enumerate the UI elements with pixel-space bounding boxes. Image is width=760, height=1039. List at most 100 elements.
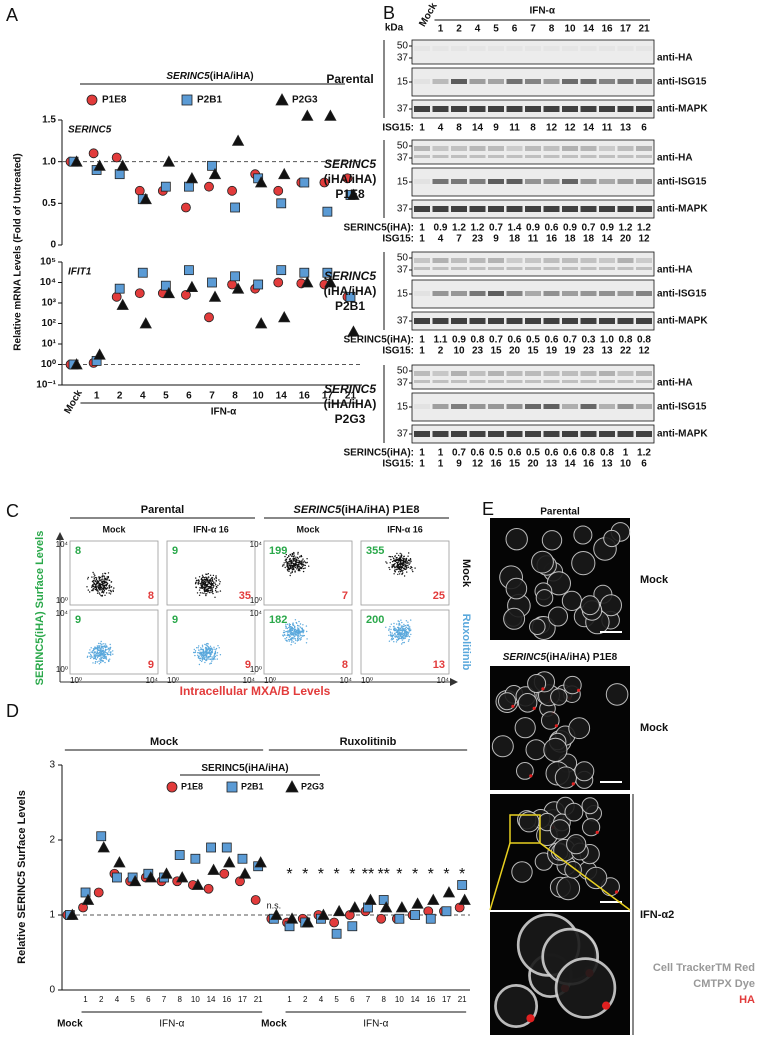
flow-event <box>401 631 404 633</box>
blot-band <box>414 267 430 270</box>
flow-event <box>398 621 400 623</box>
flow-event <box>102 654 104 657</box>
flow-event <box>103 645 106 647</box>
flow-event <box>217 645 219 647</box>
blot-band <box>414 431 430 437</box>
y-tick-label: 10⁴ <box>250 540 263 549</box>
quant-value: 1 <box>419 448 425 459</box>
image-label-part: (iHA/iHA) P1E8 <box>546 652 618 663</box>
flow-event <box>407 566 410 568</box>
flow-event <box>210 651 213 654</box>
quant-value: 23 <box>583 346 595 357</box>
legend-marker <box>181 94 193 106</box>
flow-event <box>102 647 105 649</box>
flow-event <box>291 562 293 565</box>
flow-event <box>103 578 105 580</box>
flow-event <box>301 630 304 632</box>
data-point <box>345 291 356 302</box>
flow-event <box>97 655 99 657</box>
flow-event <box>108 579 111 582</box>
blot-band <box>617 267 634 270</box>
flow-event <box>285 639 287 641</box>
quant-value: 15 <box>490 346 502 357</box>
flow-event <box>87 655 89 657</box>
y-tick-label: 10⁴ <box>40 277 56 288</box>
blot-band <box>599 106 615 112</box>
flow-event <box>109 584 111 586</box>
flow-event <box>398 623 400 625</box>
flow-event <box>397 566 399 568</box>
flow-event <box>410 619 412 621</box>
arrow-head <box>56 532 64 540</box>
flow-event <box>204 579 206 581</box>
flow-event <box>210 658 212 660</box>
kda-marker: 37 <box>397 204 409 215</box>
flow-event <box>393 573 395 575</box>
flow-event <box>292 568 294 571</box>
flow-event <box>295 560 297 562</box>
blot-band <box>488 371 504 376</box>
kda-marker: 15 <box>397 402 409 413</box>
flow-event <box>295 566 297 569</box>
flow-event <box>99 660 102 662</box>
blot-band <box>562 431 578 437</box>
flow-event <box>112 590 115 593</box>
flow-event <box>94 657 96 660</box>
blot-band <box>543 258 560 263</box>
quant-value: 6 <box>641 123 647 134</box>
flow-event <box>219 654 222 656</box>
flow-event <box>394 636 396 638</box>
flow-event <box>207 645 209 648</box>
blot-band <box>525 380 541 383</box>
flow-event <box>208 658 210 660</box>
flow-event <box>197 656 199 658</box>
flow-event <box>201 644 204 646</box>
flow-event <box>401 570 403 572</box>
flow-event <box>203 589 206 592</box>
flow-event <box>295 556 297 558</box>
flow-event <box>393 622 395 625</box>
data-point <box>254 856 267 868</box>
flow-event <box>215 587 217 590</box>
group-label-part: SERINC5 <box>294 504 343 516</box>
flow-event <box>219 590 222 592</box>
flow-event <box>391 632 393 634</box>
blot-band <box>469 318 486 324</box>
data-point <box>111 291 122 302</box>
quant-value: 1.0 <box>600 335 614 346</box>
blot-band <box>617 179 634 184</box>
flow-event <box>103 581 105 583</box>
flow-event <box>100 661 102 664</box>
blot-band <box>506 155 523 158</box>
flow-event <box>98 583 101 585</box>
flow-event <box>194 650 197 652</box>
flow-event <box>403 561 405 563</box>
y-axis-label: Relative SERINC5 Surface Levels <box>16 790 28 964</box>
data-point <box>230 271 240 282</box>
blot-band <box>617 318 634 324</box>
flow-event <box>95 658 98 660</box>
blot-band <box>525 79 541 84</box>
flow-event <box>407 640 410 642</box>
flow-event <box>403 555 405 558</box>
flow-event <box>295 634 297 636</box>
flow-event <box>401 643 403 645</box>
flow-event <box>399 557 402 559</box>
data-point <box>111 152 122 163</box>
significance: * <box>333 866 339 883</box>
data-point <box>223 856 236 868</box>
flow-event <box>206 586 208 588</box>
flow-event <box>408 552 410 554</box>
data-point <box>364 893 377 905</box>
column-label: Mock <box>296 524 320 534</box>
blot <box>411 279 655 309</box>
blot-band <box>525 371 541 376</box>
flow-event <box>102 588 105 590</box>
flow-event <box>106 579 108 581</box>
flow-event <box>213 648 215 650</box>
flow-event <box>209 653 212 655</box>
blot-band <box>506 146 523 151</box>
cell <box>582 818 601 837</box>
flow-event <box>291 633 293 635</box>
y-tick-label: 10⁻¹ <box>36 380 56 391</box>
